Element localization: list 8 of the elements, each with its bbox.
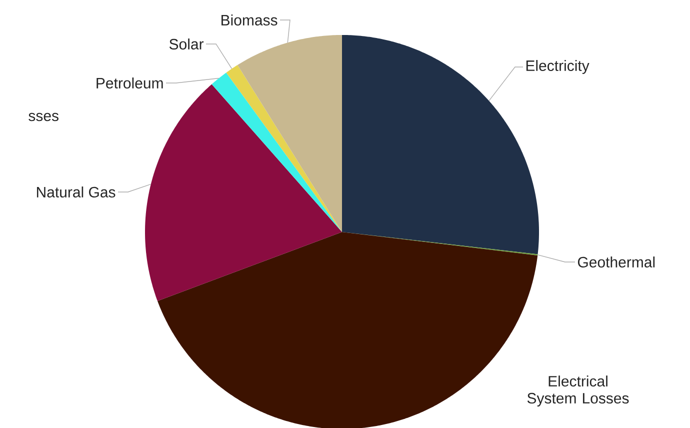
text: sses: [28, 112, 58, 122]
slice-label: Biomass: [222, 14, 278, 26]
slice-label: Solar: [169, 38, 204, 50]
slice-label: Geothermal: [578, 256, 655, 268]
slice-label: Petroleum: [96, 77, 163, 88]
slice-label: Electricity: [526, 60, 590, 74]
slice-label: Natural Gas: [36, 186, 116, 198]
slice-label: Electrical System Losses: [527, 376, 629, 407]
